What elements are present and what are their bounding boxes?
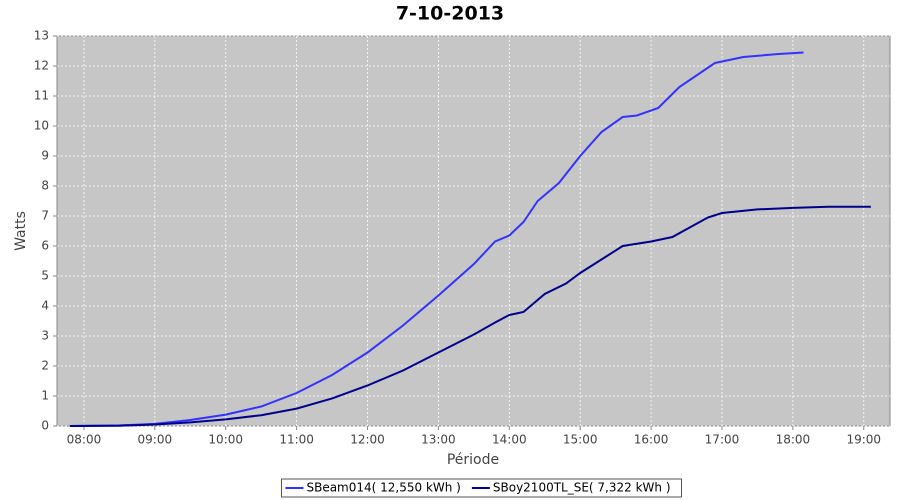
y-tick-label: 8 — [41, 179, 49, 193]
x-tick-label: 15:00 — [563, 433, 598, 447]
chart-title: 7-10-2013 — [396, 3, 504, 25]
legend-label: SBeam014( 12,550 kWh ) — [306, 481, 460, 495]
x-tick-label: 12:00 — [350, 433, 385, 447]
y-tick-label: 6 — [41, 239, 49, 253]
y-tick-label: 5 — [41, 269, 49, 283]
series-line — [69, 205, 871, 427]
y-tick-label: 2 — [41, 359, 49, 373]
x-tick-label: 13:00 — [421, 433, 456, 447]
x-tick-label: 18:00 — [776, 433, 811, 447]
lines — [69, 51, 871, 427]
x-tick-label: 17:00 — [705, 433, 740, 447]
series-line — [69, 51, 804, 427]
x-tick-label: 16:00 — [634, 433, 669, 447]
y-tick-label: 12 — [34, 59, 49, 73]
legend-label: SBoy2100TL_SE( 7,322 kWh ) — [493, 481, 671, 495]
y-tick-label: 11 — [34, 89, 49, 103]
y-tick-label: 3 — [41, 329, 49, 343]
x-tick-label: 08:00 — [67, 433, 102, 447]
y-tick-label: 0 — [41, 419, 49, 433]
x-tick-label: 10:00 — [208, 433, 243, 447]
x-tick-label: 09:00 — [138, 433, 173, 447]
x-axis-label: Période — [447, 452, 499, 468]
y-tick-label: 7 — [41, 209, 49, 223]
y-tick-label: 13 — [34, 29, 49, 43]
x-tick-label: 14:00 — [492, 433, 527, 447]
y-tick-label: 4 — [41, 299, 49, 313]
y-axis-label: Watts — [13, 211, 29, 251]
y-tick-label: 9 — [41, 149, 49, 163]
plot-area — [56, 35, 891, 427]
grid — [53, 35, 890, 430]
x-tick-label: 19:00 — [846, 433, 881, 447]
x-tick-label: 11:00 — [279, 433, 314, 447]
y-tick-label: 10 — [34, 119, 49, 133]
y-tick-label: 1 — [41, 389, 49, 403]
legend: SBeam014( 12,550 kWh ) SBoy2100TL_SE( 7,3… — [280, 478, 683, 498]
